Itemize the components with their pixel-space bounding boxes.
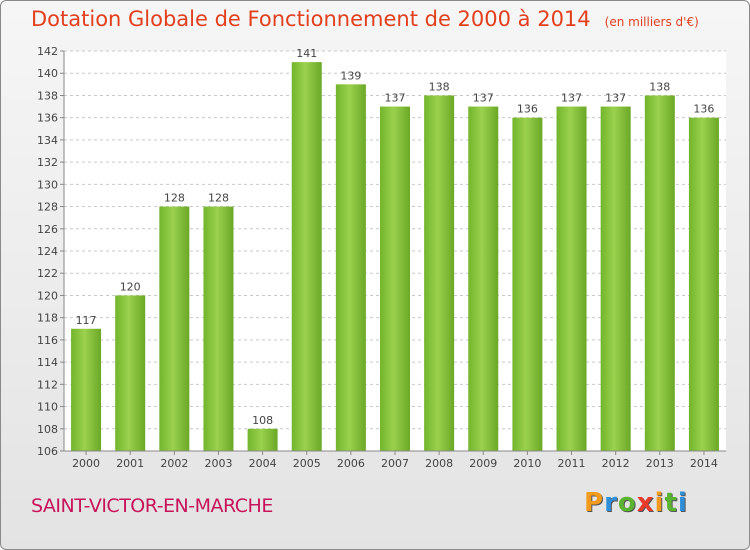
logo-letter: i: [677, 488, 688, 518]
bar: [688, 117, 719, 452]
x-tick-label: 2011: [558, 457, 586, 470]
y-tick-label: 136: [37, 112, 58, 125]
x-tick-label: 2007: [381, 457, 409, 470]
y-tick-label: 128: [37, 201, 58, 214]
bar: [115, 295, 146, 451]
bar-value-label: 139: [340, 69, 361, 82]
y-tick-label: 112: [37, 378, 58, 391]
bar-value-label: 137: [605, 92, 626, 105]
y-tick-label: 130: [37, 178, 58, 191]
logo-letter: o: [617, 488, 637, 518]
y-axis-ticks: 106 108 110 112 114 116 118 120 122 124 126 128 130 1…: [37, 45, 64, 458]
logo-letter: r: [604, 488, 618, 518]
y-tick-label: 134: [37, 134, 58, 147]
bar-value-label: 136: [517, 103, 538, 116]
y-tick-label: 120: [37, 289, 58, 302]
x-tick-label: 2014: [690, 457, 718, 470]
bar-value-label: 108: [252, 414, 273, 427]
y-tick-label: 142: [37, 45, 58, 58]
bar-value-label: 136: [693, 103, 714, 116]
chart-title: Dotation Globale de Fonctionnement de 20…: [31, 7, 699, 31]
bar: [291, 62, 322, 451]
y-tick-label: 124: [37, 245, 58, 258]
x-tick-label: 2004: [249, 457, 277, 470]
logo-letter: t: [664, 488, 678, 518]
bar-value-label: 141: [296, 47, 317, 60]
y-tick-label: 106: [37, 445, 58, 458]
bar: [71, 328, 102, 451]
y-tick-label: 118: [37, 312, 58, 325]
bar: [556, 106, 587, 452]
bar: [512, 117, 543, 452]
bar-value-label: 128: [164, 192, 185, 205]
x-tick-label: 2000: [72, 457, 100, 470]
bar: [159, 206, 190, 451]
y-tick-label: 110: [37, 401, 58, 414]
logo-letter: i: [654, 488, 665, 518]
bar-value-label: 128: [208, 192, 229, 205]
y-tick-label: 108: [37, 423, 58, 436]
bar: [380, 106, 410, 452]
x-tick-label: 2003: [204, 457, 232, 470]
x-axis-ticks: 2000 2001 2002 2003 2004 2005 2006 2007 2008 2009…: [72, 451, 718, 470]
y-tick-label: 132: [37, 156, 58, 169]
x-tick-label: 2005: [293, 457, 321, 470]
data-labels: 117 120 128 128 108 141 139 137 138 137 136 137 137 1…: [76, 47, 715, 427]
bar-value-label: 120: [120, 280, 141, 293]
y-tick-label: 116: [37, 334, 58, 347]
bar: [335, 84, 366, 451]
bar-value-label: 137: [473, 92, 494, 105]
bar-value-label: 117: [76, 314, 97, 327]
y-tick-label: 114: [37, 356, 58, 369]
x-tick-label: 2008: [425, 457, 453, 470]
x-tick-label: 2001: [116, 457, 144, 470]
x-tick-label: 2006: [337, 457, 365, 470]
y-tick-label: 140: [37, 67, 58, 80]
y-tick-label: 138: [37, 89, 58, 102]
proxiti-logo: Proxiti: [584, 488, 688, 518]
y-tick-label: 126: [37, 223, 58, 236]
bar: [247, 428, 278, 451]
bar-value-label: 137: [561, 92, 582, 105]
x-tick-label: 2009: [469, 457, 497, 470]
x-tick-label: 2013: [646, 457, 674, 470]
bar: [600, 106, 631, 452]
commune-name: SAINT-VICTOR-EN-MARCHE: [31, 495, 273, 517]
x-tick-label: 2010: [513, 457, 541, 470]
bar-value-label: 138: [649, 80, 670, 93]
logo-letter: P: [584, 488, 605, 518]
chart-subtitle: (en milliers d'€): [604, 15, 699, 29]
x-tick-label: 2012: [602, 457, 630, 470]
bar: [203, 206, 234, 451]
title-text: Dotation Globale de Fonctionnement de 20…: [31, 7, 591, 31]
x-tick-label: 2002: [160, 457, 188, 470]
bar: [644, 95, 675, 451]
logo-letter: x: [636, 488, 655, 518]
bar: [424, 95, 455, 451]
bar: [468, 106, 499, 452]
bar-value-label: 138: [429, 80, 450, 93]
bar-value-label: 137: [385, 92, 406, 105]
bars: [71, 62, 719, 452]
y-tick-label: 122: [37, 267, 58, 280]
